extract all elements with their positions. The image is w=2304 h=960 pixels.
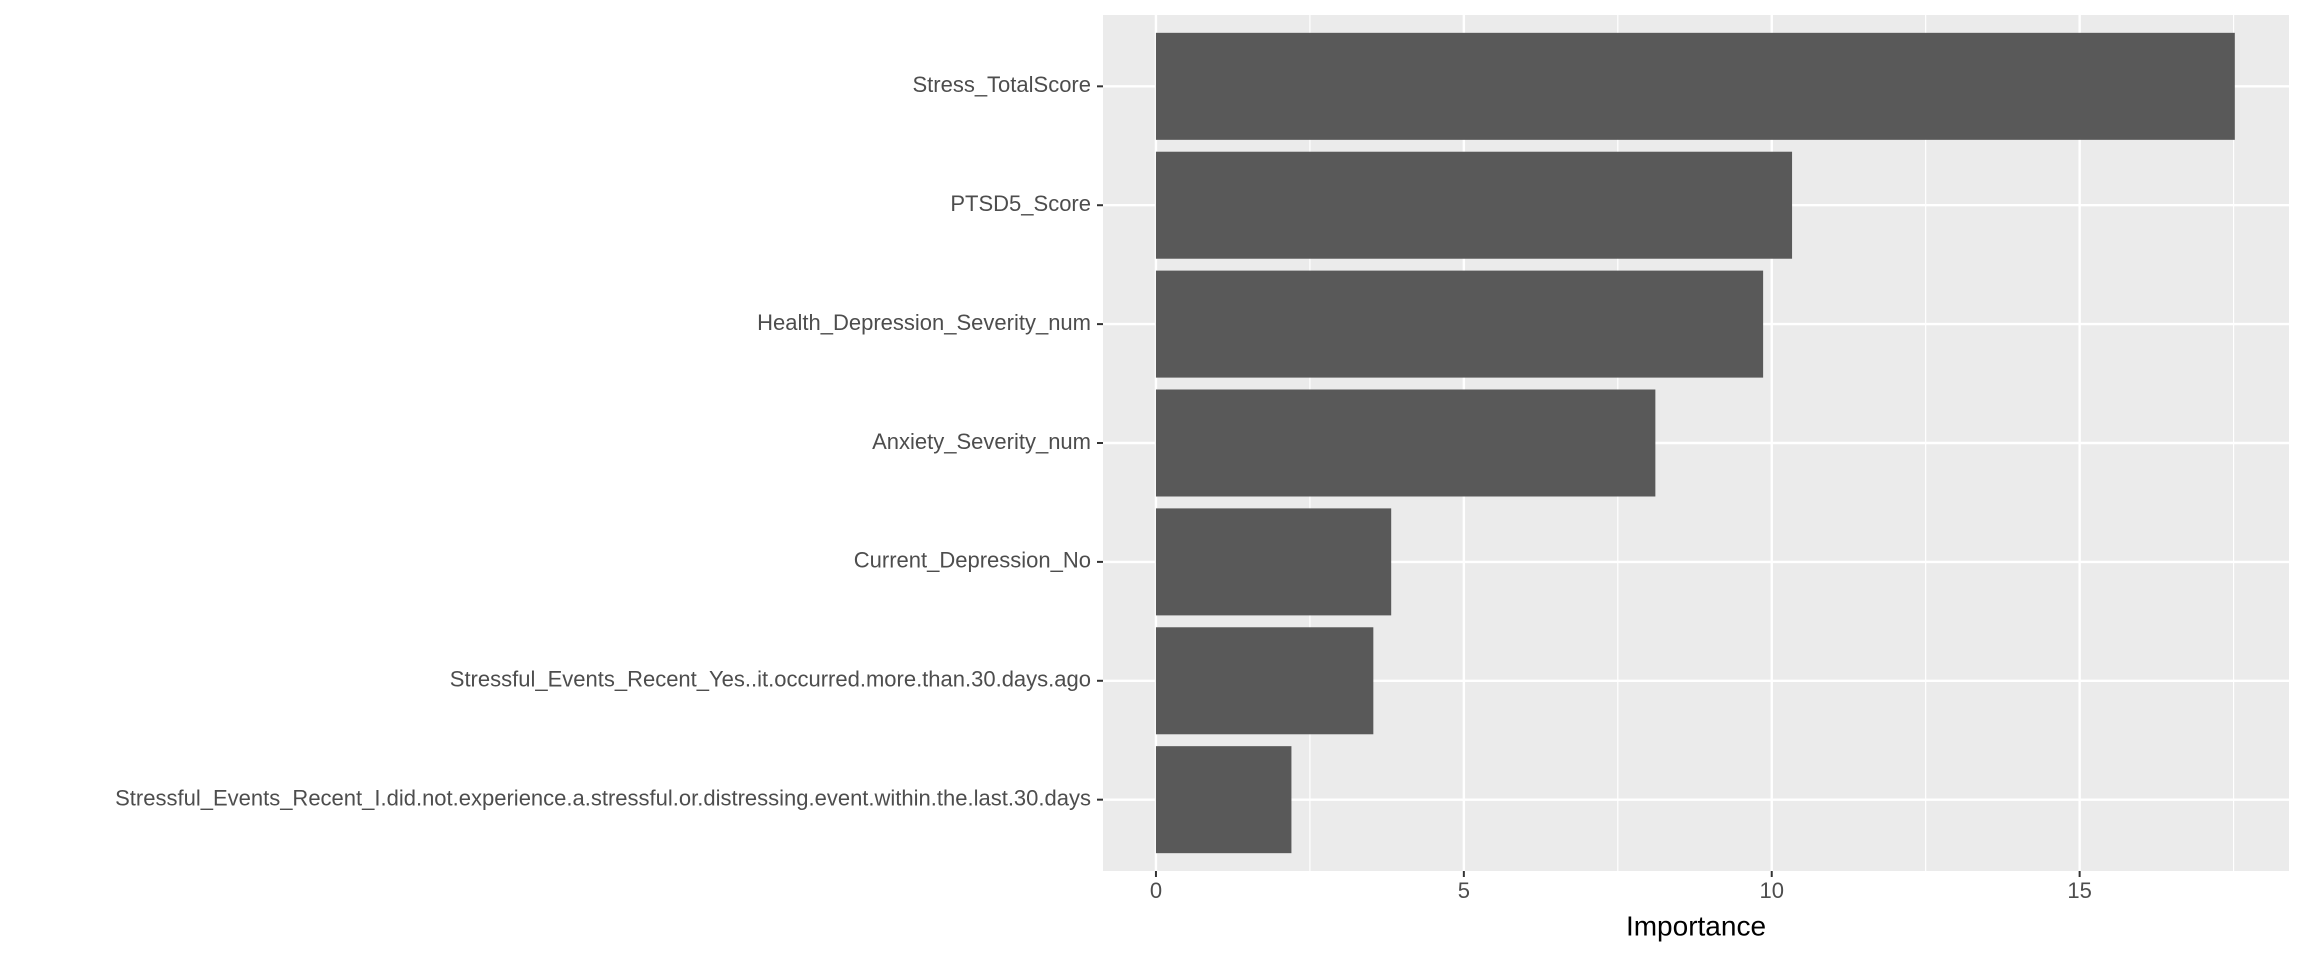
bar — [1155, 746, 1292, 854]
x-tick-label: 15 — [2067, 878, 2091, 903]
bar — [1155, 508, 1392, 616]
bar — [1155, 32, 2235, 140]
bar — [1155, 151, 1793, 259]
y-tick-label: Stress_TotalScore — [912, 72, 1091, 97]
y-tick-label: Current_Depression_No — [854, 548, 1091, 573]
x-tick-label: 0 — [1150, 878, 1162, 903]
y-tick-label: PTSD5_Score — [950, 191, 1091, 216]
x-tick-label: 10 — [1759, 878, 1783, 903]
y-tick-label: Stressful_Events_Recent_Yes..it.occurred… — [450, 667, 1091, 692]
bar — [1155, 389, 1656, 497]
y-tick-label: Anxiety_Severity_num — [872, 429, 1091, 454]
y-tick-label: Stressful_Events_Recent_I.did.not.experi… — [115, 785, 1091, 810]
x-axis-title: Importance — [1626, 910, 1766, 941]
y-tick-label: Health_Depression_Severity_num — [757, 310, 1091, 335]
bar — [1155, 627, 1374, 735]
bar — [1155, 270, 1764, 378]
x-tick-label: 5 — [1458, 878, 1470, 903]
